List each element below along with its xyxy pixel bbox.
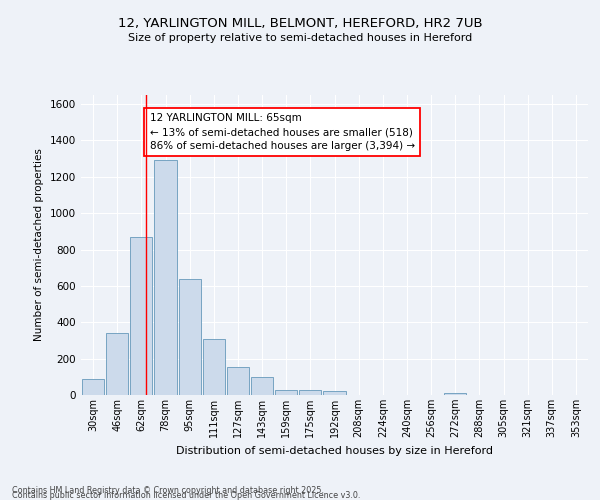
Bar [323,392,346,395]
Bar [154,160,176,395]
Text: 12, YARLINGTON MILL, BELMONT, HEREFORD, HR2 7UB: 12, YARLINGTON MILL, BELMONT, HEREFORD, … [118,18,482,30]
Bar [299,390,322,395]
Bar [106,333,128,395]
Text: Contains public sector information licensed under the Open Government Licence v3: Contains public sector information licen… [12,491,361,500]
Bar [82,378,104,395]
Bar [130,237,152,395]
X-axis label: Distribution of semi-detached houses by size in Hereford: Distribution of semi-detached houses by … [176,446,493,456]
Bar [275,390,298,395]
Bar [251,377,273,395]
Text: Size of property relative to semi-detached houses in Hereford: Size of property relative to semi-detach… [128,33,472,43]
Y-axis label: Number of semi-detached properties: Number of semi-detached properties [34,148,44,342]
Text: 12 YARLINGTON MILL: 65sqm
← 13% of semi-detached houses are smaller (518)
86% of: 12 YARLINGTON MILL: 65sqm ← 13% of semi-… [149,113,415,151]
Bar [444,393,466,395]
Bar [179,278,201,395]
Bar [227,367,249,395]
Text: Contains HM Land Registry data © Crown copyright and database right 2025.: Contains HM Land Registry data © Crown c… [12,486,324,495]
Bar [203,338,225,395]
